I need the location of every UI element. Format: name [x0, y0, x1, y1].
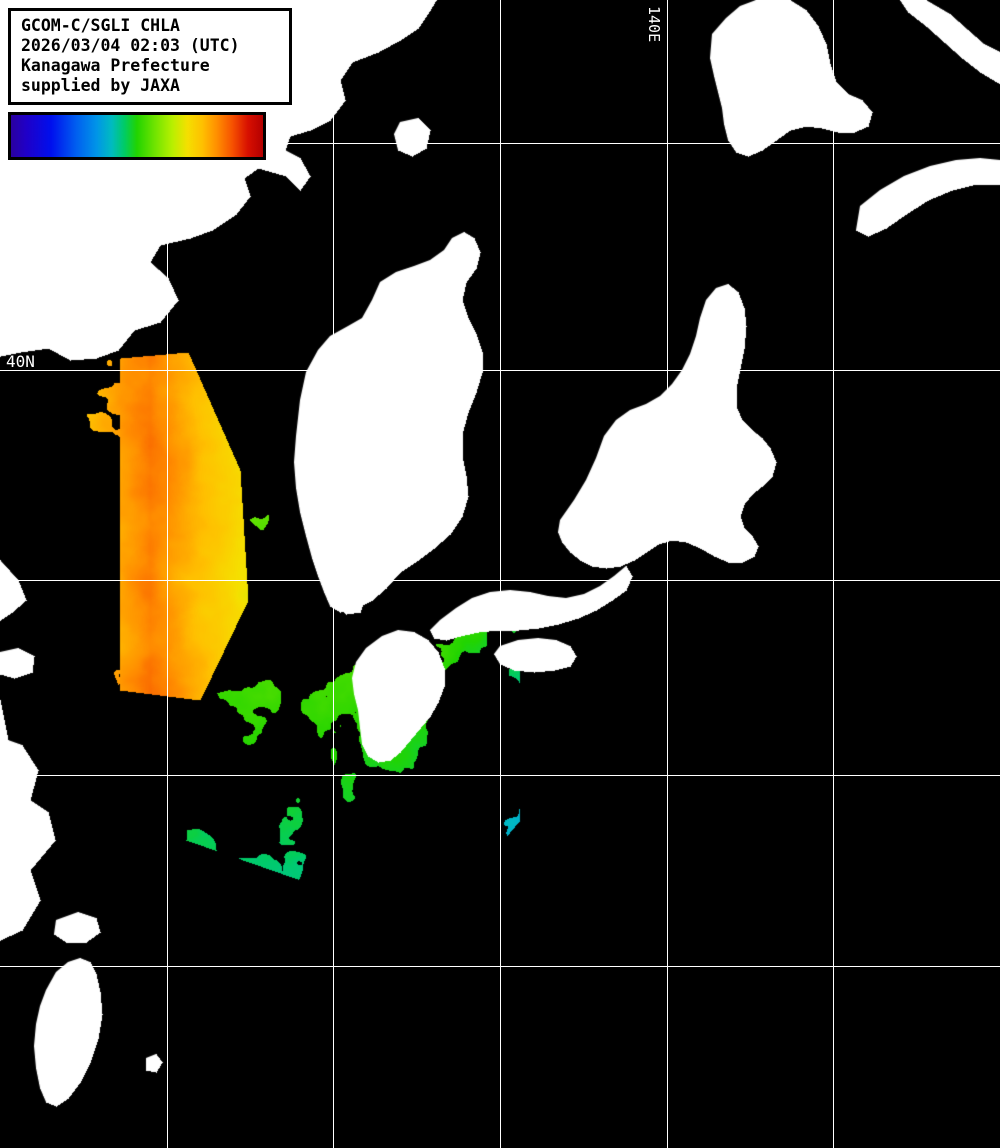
lon-label-140e: 140E [645, 6, 663, 43]
lat-label-40n: 40N [6, 352, 35, 371]
title-line-credit: supplied by JAXA [21, 76, 180, 95]
colorbar [8, 112, 266, 160]
title-line-region: Kanagawa Prefecture [21, 56, 210, 75]
title-box: GCOM-C/SGLI CHLA 2026/03/04 02:03 (UTC) … [8, 8, 292, 105]
title-line-product: GCOM-C/SGLI CHLA [21, 16, 180, 35]
colorbar-gradient [11, 115, 263, 157]
title-line-datetime: 2026/03/04 02:03 (UTC) [21, 36, 240, 55]
